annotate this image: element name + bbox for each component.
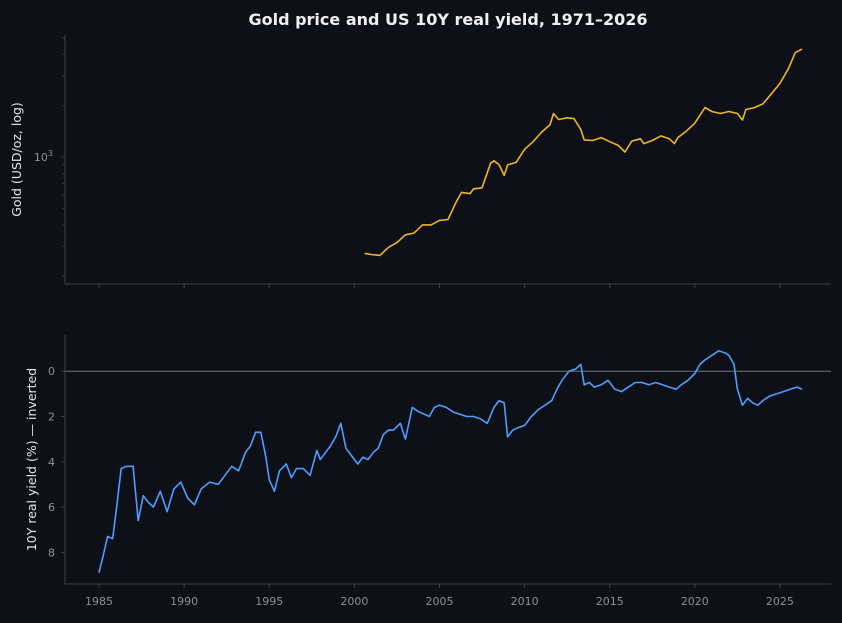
x-tick-label: 2000 xyxy=(340,595,368,608)
y-tick-label: 4 xyxy=(48,456,55,469)
y-tick-label: 8 xyxy=(48,546,55,559)
real-yield-line xyxy=(98,350,803,573)
x-tick-label: 1985 xyxy=(85,595,113,608)
x-tick-label: 2010 xyxy=(511,595,539,608)
y-tick-label: 2 xyxy=(48,410,55,423)
x-tick-label: 2005 xyxy=(425,595,453,608)
y-axis-label: 10Y real yield (%) — inverted xyxy=(24,368,39,551)
x-tick-label: 1995 xyxy=(255,595,283,608)
yield-panel: 10Y real yield (%) — inverted 1985 1990 199… xyxy=(24,335,831,608)
gold-panel: Gold (USD/oz, log) 103 xyxy=(9,35,831,288)
x-tick-label: 2020 xyxy=(681,595,709,608)
x-tick-label: 2025 xyxy=(766,595,794,608)
x-tick-label: 1990 xyxy=(170,595,198,608)
y-tick-label: 6 xyxy=(48,501,55,514)
y-axis-label: Gold (USD/oz, log) xyxy=(9,102,24,217)
y-tick-label: 0 xyxy=(48,365,55,378)
gold-price-line xyxy=(364,48,803,257)
y-tick-label: 103 xyxy=(34,149,53,164)
chart-title: Gold price and US 10Y real yield, 1971–2… xyxy=(248,10,647,29)
x-tick-label: 2015 xyxy=(596,595,624,608)
